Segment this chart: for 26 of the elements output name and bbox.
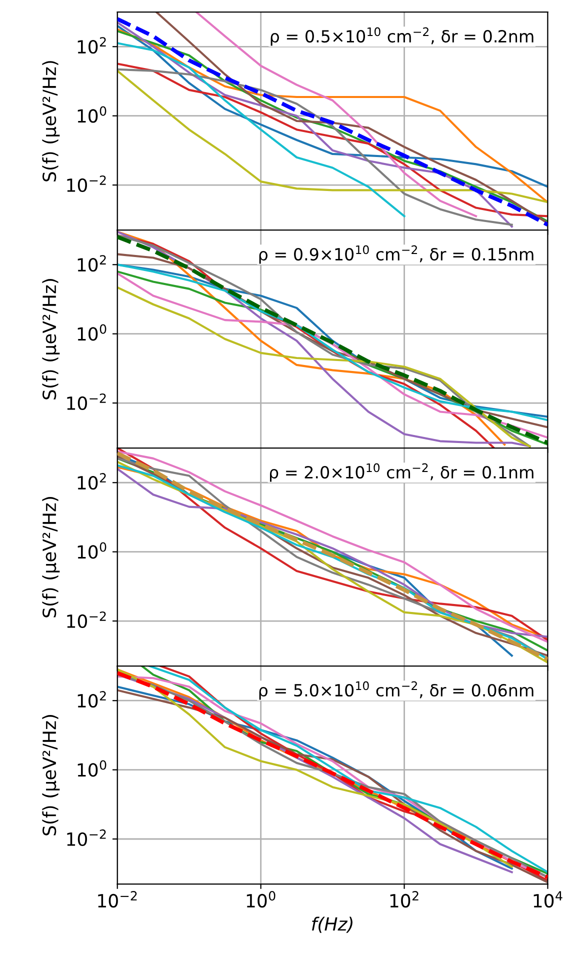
- y-axis-title: S(f) (μeV²/Hz): [42, 279, 60, 400]
- y-axis-title: S(f) (μeV²/Hz): [42, 715, 60, 836]
- y-tick-label: 10$^{−2}$: [67, 393, 106, 410]
- annotation: ρ = 2.0×10$^{10}$ cm$^{−2}$, δr = 0.1nm: [270, 463, 534, 482]
- y-tick-label: 10$^{2}$: [78, 691, 106, 708]
- y-tick-label: 10$^{0}$: [78, 542, 106, 559]
- y-tick-label: 10$^{0}$: [78, 106, 106, 123]
- annotation: ρ = 5.0×10$^{10}$ cm$^{−2}$, δr = 0.06nm: [259, 681, 534, 700]
- y-tick-label: 10$^{0}$: [78, 760, 106, 777]
- annotation: ρ = 0.5×10$^{10}$ cm$^{−2}$, δr = 0.2nm: [270, 27, 534, 46]
- y-tick-label: 10$^{0}$: [78, 324, 106, 341]
- line-series: [117, 68, 513, 226]
- y-axis-title: S(f) (μeV²/Hz): [42, 497, 60, 618]
- y-tick-label: 10$^{−2}$: [67, 175, 106, 192]
- y-tick-label: 10$^{2}$: [78, 255, 106, 272]
- x-tick-label: 10$^{0}$: [246, 891, 276, 908]
- y-axis-title: S(f) (μeV²/Hz): [42, 61, 60, 182]
- x-tick-label: 10$^{4}$: [534, 891, 562, 908]
- y-tick-label: 10$^{−2}$: [67, 611, 106, 628]
- annotation: ρ = 0.9×10$^{10}$ cm$^{−2}$, δr = 0.15nm: [259, 245, 534, 264]
- y-tick-label: 10$^{2}$: [78, 473, 106, 490]
- x-axis-title: f(Hz): [312, 916, 352, 933]
- x-tick-label: 10$^{2}$: [390, 891, 418, 908]
- y-tick-label: 10$^{−2}$: [67, 829, 106, 846]
- x-tick-label: 10$^{−2}$: [98, 891, 137, 908]
- y-tick-label: 10$^{2}$: [78, 37, 106, 54]
